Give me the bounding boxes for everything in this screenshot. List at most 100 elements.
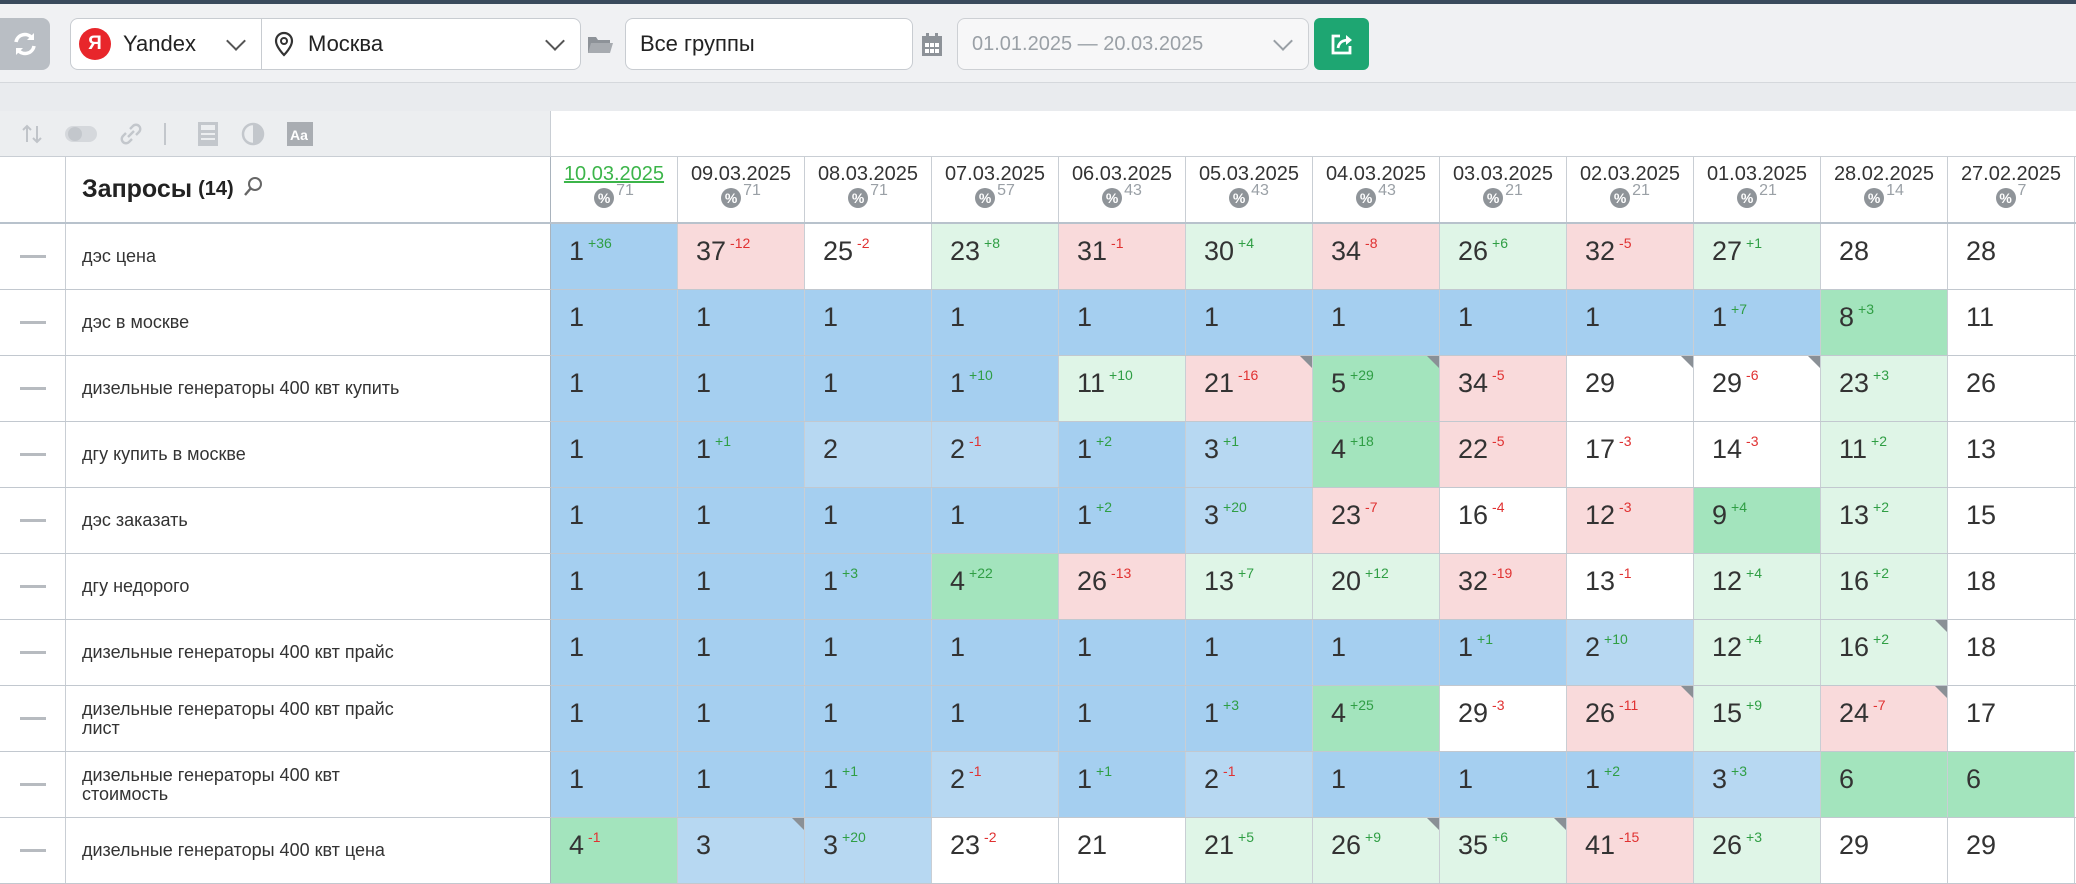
position-cell[interactable]: 1 [1440,752,1567,817]
query-cell[interactable]: дгу купить в москве [66,422,551,487]
position-cell[interactable]: 32 -5 [1567,224,1694,289]
position-cell[interactable]: 5 +29 [1313,356,1440,421]
position-cell[interactable]: 1 [1059,620,1186,685]
toggle-icon[interactable] [64,123,98,145]
date-range-select[interactable]: 01.01.2025 — 20.03.2025 [957,18,1309,70]
date-column-header[interactable]: 09.03.2025% 71 [678,157,805,222]
calculator-icon[interactable] [196,121,220,147]
position-cell[interactable]: 1 [678,620,805,685]
position-cell[interactable]: 1 +7 [1694,290,1821,355]
date-column-header[interactable]: 08.03.2025% 71 [805,157,932,222]
folder-icon[interactable] [586,32,614,61]
position-cell[interactable]: 1 [551,686,678,751]
position-cell[interactable]: 1 [551,554,678,619]
position-cell[interactable]: 4 +18 [1313,422,1440,487]
position-cell[interactable]: 1 [678,554,805,619]
position-cell[interactable]: 1 [551,356,678,421]
position-cell[interactable]: 1 +2 [1059,488,1186,553]
position-cell[interactable]: 1 [1059,290,1186,355]
position-cell[interactable]: 1 +1 [805,752,932,817]
region-select[interactable]: Москва [261,18,581,70]
date-column-header[interactable]: 28.02.2025% 14 [1821,157,1948,222]
position-cell[interactable]: 23 -2 [932,818,1059,883]
refresh-button[interactable] [0,18,50,70]
position-cell[interactable]: 29 [1567,356,1694,421]
position-cell[interactable]: 2 [805,422,932,487]
position-cell[interactable]: 2 +10 [1567,620,1694,685]
position-cell[interactable]: 1 +3 [1186,686,1313,751]
date-column-header[interactable]: 06.03.2025% 43 [1059,157,1186,222]
position-cell[interactable]: 4 +22 [932,554,1059,619]
position-cell[interactable]: 6 [1948,752,2075,817]
position-cell[interactable]: 11 +10 [1059,356,1186,421]
position-cell[interactable]: 11 [1948,290,2075,355]
position-cell[interactable]: 1 +2 [1567,752,1694,817]
position-cell[interactable]: 3 +20 [1186,488,1313,553]
position-cell[interactable]: 23 +8 [932,224,1059,289]
position-cell[interactable]: 21 [1059,818,1186,883]
position-cell[interactable]: 2 -1 [932,752,1059,817]
contrast-icon[interactable] [240,121,266,147]
query-cell[interactable]: дизельные генераторы 400 квт прайс лист [66,686,551,751]
sort-icon[interactable] [20,122,44,146]
position-cell[interactable]: 12 -3 [1567,488,1694,553]
query-cell[interactable]: дизельные генераторы 400 квт прайс [66,620,551,685]
percent-icon[interactable]: % [1102,188,1123,208]
position-cell[interactable]: 1 [1313,290,1440,355]
position-cell[interactable]: 12 +4 [1694,620,1821,685]
position-cell[interactable]: 1 [678,290,805,355]
query-cell[interactable]: дэс цена [66,224,551,289]
position-cell[interactable]: 28 [1821,224,1948,289]
position-cell[interactable]: 20 +12 [1313,554,1440,619]
position-cell[interactable]: 3 [678,818,805,883]
percent-icon[interactable]: % [975,188,996,208]
position-cell[interactable]: 1 [1567,290,1694,355]
percent-icon[interactable]: % [1483,188,1504,208]
row-handle[interactable] [0,290,66,355]
position-cell[interactable]: 37 -12 [678,224,805,289]
position-cell[interactable]: 16 -4 [1440,488,1567,553]
date-column-header[interactable]: 05.03.2025% 43 [1186,157,1313,222]
position-cell[interactable]: 23 +3 [1821,356,1948,421]
position-cell[interactable]: 26 -13 [1059,554,1186,619]
position-cell[interactable]: 3 +20 [805,818,932,883]
position-cell[interactable]: 1 [678,752,805,817]
position-cell[interactable]: 26 +6 [1440,224,1567,289]
position-cell[interactable]: 1 [805,488,932,553]
percent-icon[interactable]: % [721,188,742,208]
position-cell[interactable]: 31 -1 [1059,224,1186,289]
date-column-header[interactable]: 01.03.2025% 21 [1694,157,1821,222]
position-cell[interactable]: 1 [551,620,678,685]
percent-icon[interactable]: % [1864,188,1885,208]
position-cell[interactable]: 21 -16 [1186,356,1313,421]
position-cell[interactable]: 1 [1440,290,1567,355]
position-cell[interactable]: 1 [932,488,1059,553]
position-cell[interactable]: 1 [932,290,1059,355]
query-cell[interactable]: дизельные генераторы 400 квт купить [66,356,551,421]
position-cell[interactable]: 2 -1 [1186,752,1313,817]
row-handle[interactable] [0,620,66,685]
position-cell[interactable]: 21 +5 [1186,818,1313,883]
position-cell[interactable]: 35 +6 [1440,818,1567,883]
date-column-header[interactable]: 02.03.2025% 21 [1567,157,1694,222]
position-cell[interactable]: 1 +36 [551,224,678,289]
position-cell[interactable]: 24 -7 [1821,686,1948,751]
row-handle[interactable] [0,488,66,553]
percent-icon[interactable]: % [594,188,615,208]
position-cell[interactable]: 1 +1 [1440,620,1567,685]
font-size-icon[interactable]: Aa [286,121,314,147]
link-icon[interactable] [118,121,144,147]
position-cell[interactable]: 1 [932,686,1059,751]
position-cell[interactable]: 12 +4 [1694,554,1821,619]
position-cell[interactable]: 1 [551,752,678,817]
position-cell[interactable]: 13 +7 [1186,554,1313,619]
position-cell[interactable]: 16 +2 [1821,620,1948,685]
query-cell[interactable]: дизельные генераторы 400 квт цена [66,818,551,883]
position-cell[interactable]: 9 +4 [1694,488,1821,553]
row-handle[interactable] [0,752,66,817]
percent-icon[interactable]: % [1737,188,1758,208]
date-column-header[interactable]: 07.03.2025% 57 [932,157,1059,222]
query-cell[interactable]: дэс заказать [66,488,551,553]
row-handle[interactable] [0,686,66,751]
position-cell[interactable]: 17 -3 [1567,422,1694,487]
